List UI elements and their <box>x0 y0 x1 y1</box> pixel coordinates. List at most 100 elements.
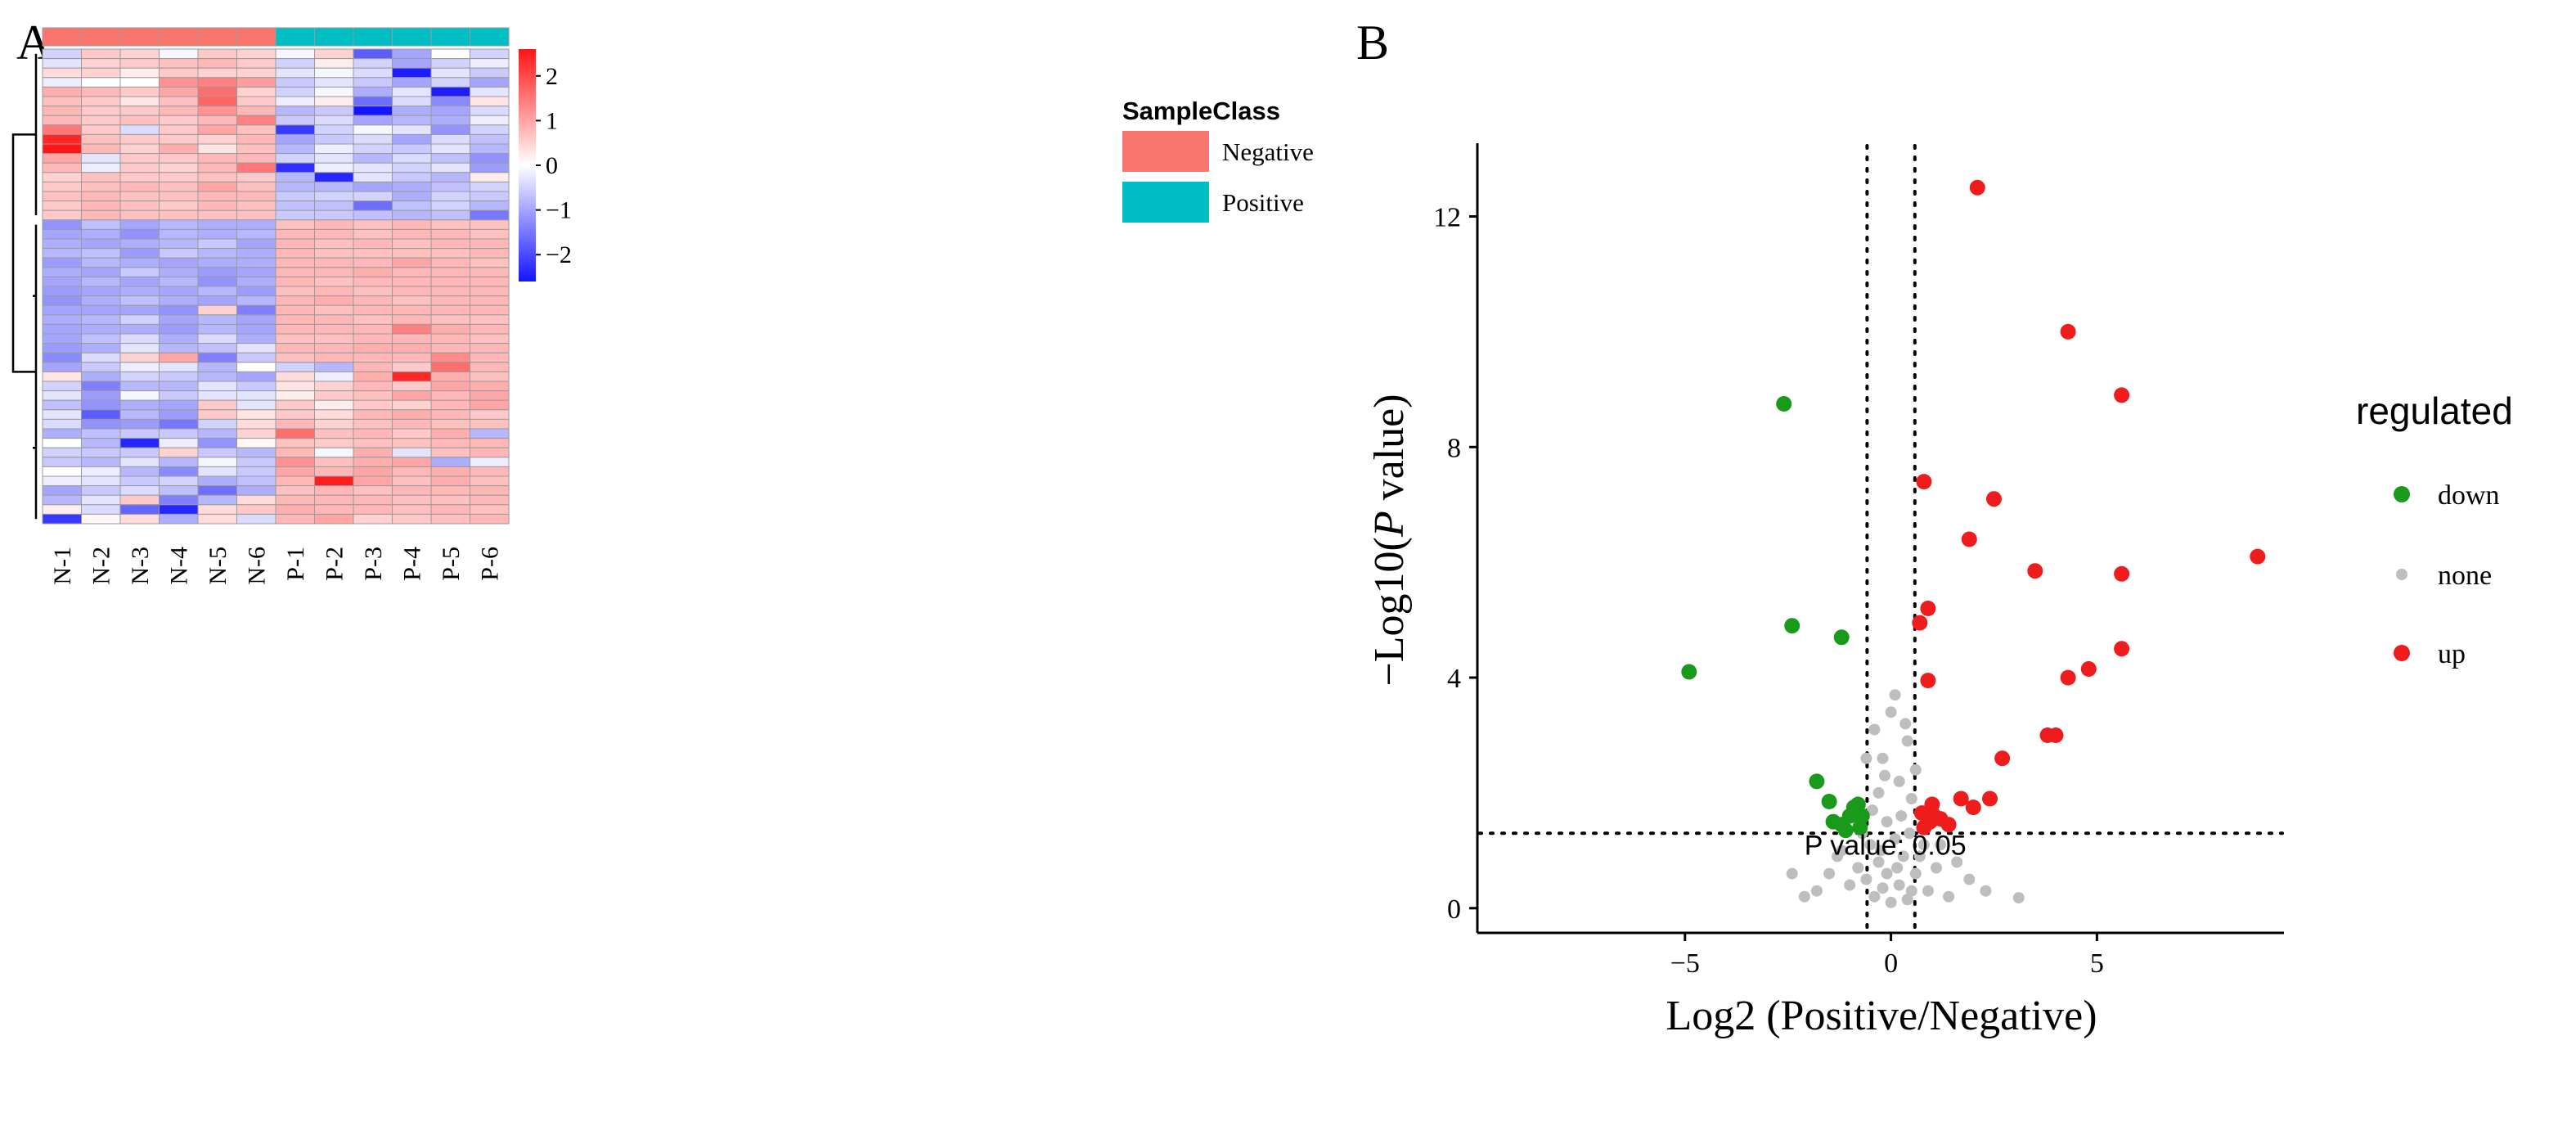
heatmap-cell <box>470 513 510 525</box>
heatmap-cell <box>42 447 82 458</box>
heatmap-cell <box>159 124 199 135</box>
heatmap-cell <box>197 513 237 525</box>
heatmap-cell <box>353 438 393 448</box>
heatmap-cell <box>159 362 199 372</box>
heatmap-cell <box>159 96 199 107</box>
heatmap-cell <box>392 153 432 164</box>
heatmap-cell <box>81 295 121 306</box>
heatmap-cell <box>392 209 432 221</box>
point-up <box>1912 615 1928 631</box>
heatmap-cell <box>119 238 160 250</box>
volcano-panel: B −5 0 5 0 4 8 12 P value: 0.05 Log2 (Positive… <box>1356 16 2513 1039</box>
heatmap-cell <box>470 390 510 401</box>
heatmap-cell <box>314 466 354 477</box>
heatmap-cell <box>81 86 121 97</box>
heatmap-cell <box>470 248 510 259</box>
heatmap-cell <box>275 314 315 325</box>
heatmap-cell <box>81 485 121 496</box>
heatmap-cell <box>42 323 82 335</box>
heatmap-cell <box>197 48 237 60</box>
heatmap-cell <box>81 457 121 467</box>
heatmap-cell <box>314 352 354 363</box>
sample-class-cell <box>275 27 315 47</box>
heatmap-cell <box>314 209 354 221</box>
heatmap-cell <box>159 513 199 525</box>
heatmap-cell <box>430 143 470 155</box>
heatmap-cell <box>392 409 432 420</box>
heatmap-cell <box>197 314 237 325</box>
heatmap-cell <box>42 352 82 363</box>
heatmap-cell <box>314 181 354 192</box>
point-none <box>1844 879 1856 891</box>
heatmap-cell <box>236 494 276 506</box>
heatmap-cell <box>275 295 315 306</box>
heatmap-cell <box>119 276 160 287</box>
heatmap-cell <box>314 390 354 401</box>
heatmap-cell <box>314 67 354 79</box>
column-label: P-3 <box>360 547 387 581</box>
heatmap-cell <box>42 228 82 240</box>
heatmap-cell <box>42 77 82 88</box>
heatmap-cell <box>314 238 354 250</box>
heatmap-cell <box>353 96 393 107</box>
point-down <box>1681 664 1697 680</box>
heatmap-cell <box>236 323 276 335</box>
heatmap-cell <box>119 399 160 411</box>
heatmap-cell <box>314 219 354 230</box>
heatmap-cell <box>159 133 199 145</box>
heatmap-cell <box>236 257 276 268</box>
heatmap-cell <box>353 390 393 401</box>
heatmap-cell <box>430 466 470 477</box>
heatmap-cell <box>197 58 237 69</box>
point-up <box>1969 179 1985 196</box>
heatmap-cell <box>42 191 82 202</box>
heatmap-cell <box>275 409 315 420</box>
heatmap-cell <box>470 371 510 382</box>
heatmap-cell <box>430 115 470 126</box>
heatmap-cell <box>197 466 237 477</box>
heatmap-cell <box>275 133 315 145</box>
heatmap-cell <box>119 67 160 79</box>
heatmap-cell <box>119 343 160 354</box>
heatmap-cell <box>275 438 315 448</box>
dendrogram-root <box>11 133 36 373</box>
heatmap-cell <box>314 172 354 182</box>
heatmap-cell <box>42 475 82 487</box>
heatmap-cell <box>197 371 237 382</box>
heatmap-cell <box>236 504 276 515</box>
heatmap-cell <box>197 362 237 372</box>
heatmap-cell <box>119 428 160 439</box>
column-label: N-4 <box>165 547 192 585</box>
heatmap-cell <box>42 267 82 277</box>
colorbar-tick-label: −1 <box>546 197 572 224</box>
heatmap-cell <box>353 106 393 116</box>
point-none <box>1899 718 1912 730</box>
heatmap-cell <box>81 333 121 345</box>
point-none <box>1823 867 1836 880</box>
heatmap-cell <box>42 181 82 192</box>
point-none <box>1889 833 1901 845</box>
heatmap-cell <box>236 286 276 297</box>
heatmap-cell <box>119 257 160 268</box>
heatmap-cell <box>42 409 82 420</box>
heatmap-cell <box>470 323 510 335</box>
heatmap-cell <box>314 438 354 448</box>
heatmap-cell <box>430 485 470 496</box>
heatmap-cell <box>159 153 199 164</box>
colorbar-tick-label: 0 <box>546 152 558 179</box>
heatmap-cell <box>119 228 160 240</box>
point-none <box>1868 723 1881 736</box>
point-up <box>2114 641 2130 657</box>
heatmap-cell <box>42 248 82 259</box>
point-up <box>1953 790 1969 807</box>
heatmap-cell <box>119 314 160 325</box>
heatmap-cell <box>236 143 276 155</box>
heatmap-cell <box>42 162 82 173</box>
heatmap-cell <box>42 371 82 382</box>
heatmap-cell <box>470 115 510 126</box>
heatmap-cell <box>159 352 199 363</box>
heatmap-cell <box>236 447 276 458</box>
heatmap-cell <box>275 494 315 506</box>
heatmap-cell <box>392 390 432 401</box>
heatmap-cell <box>275 276 315 287</box>
